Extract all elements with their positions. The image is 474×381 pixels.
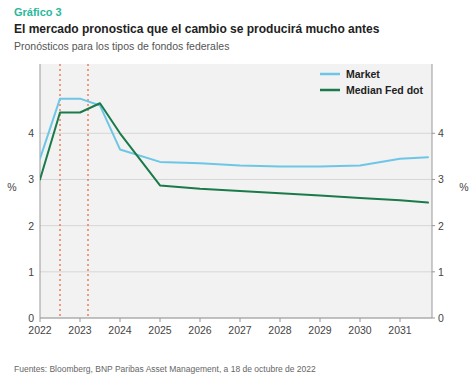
x-tick: [40, 318, 41, 322]
plot-background: [40, 64, 432, 318]
x-tick-label: 2022: [28, 324, 52, 336]
grid-line: [40, 179, 432, 180]
x-tick: [280, 318, 281, 322]
x-tick: [360, 318, 361, 322]
x-tick-label: 2026: [188, 324, 212, 336]
x-tick: [80, 318, 81, 322]
x-tick: [200, 318, 201, 322]
x-tick: [400, 318, 401, 322]
y-axis-label: %: [7, 181, 16, 193]
x-tick-label: 2030: [348, 324, 372, 336]
y-tick-label: 3: [28, 173, 34, 185]
y2-axis-line: [432, 64, 433, 318]
x-tick: [160, 318, 161, 322]
grid-line: [40, 225, 432, 226]
legend: Market Median Fed dot: [320, 68, 424, 96]
legend-label: Market: [346, 68, 380, 80]
title: El mercado pronostica que el cambio se p…: [14, 22, 380, 36]
x-tick-label: 2024: [108, 324, 132, 336]
subtitle: Pronósticos para los tipos de fondos fed…: [14, 40, 229, 52]
y2-tick-label: 4: [438, 127, 444, 139]
y2-tick-label: 2: [438, 220, 444, 232]
source: Fuentes: Bloomberg, BNP Paribas Asset Ma…: [14, 364, 316, 374]
legend-label: Median Fed dot: [346, 84, 424, 96]
y2-tick-label: 1: [438, 266, 444, 278]
y2-axis-label: %: [459, 181, 468, 193]
legend-swatch: [320, 73, 340, 76]
x-tick-label: 2028: [268, 324, 292, 336]
x-tick-label: 2029: [308, 324, 332, 336]
legend-swatch: [320, 89, 340, 92]
plot-area: [40, 64, 428, 318]
y2-tick-label: 3: [438, 173, 444, 185]
x-tick-label: 2027: [228, 324, 252, 336]
series-line: [40, 99, 428, 167]
y-tick-label: 4: [28, 127, 34, 139]
grid-line: [40, 318, 432, 319]
x-tick-label: 2031: [388, 324, 412, 336]
graph-label: Gráfico 3: [14, 6, 62, 18]
y-tick-label: 2: [28, 220, 34, 232]
y-tick-label: 1: [28, 266, 34, 278]
x-tick-label: 2023: [68, 324, 92, 336]
x-axis-line: [40, 318, 432, 319]
series-line: [40, 103, 428, 202]
x-tick-label: 2025: [148, 324, 172, 336]
y-tick-label: 0: [28, 312, 34, 324]
x-tick: [320, 318, 321, 322]
x-tick: [240, 318, 241, 322]
grid-line: [40, 271, 432, 272]
grid-line: [40, 133, 432, 134]
x-tick: [120, 318, 121, 322]
y2-tick-label: 0: [438, 312, 444, 324]
y-axis-line: [40, 64, 41, 318]
